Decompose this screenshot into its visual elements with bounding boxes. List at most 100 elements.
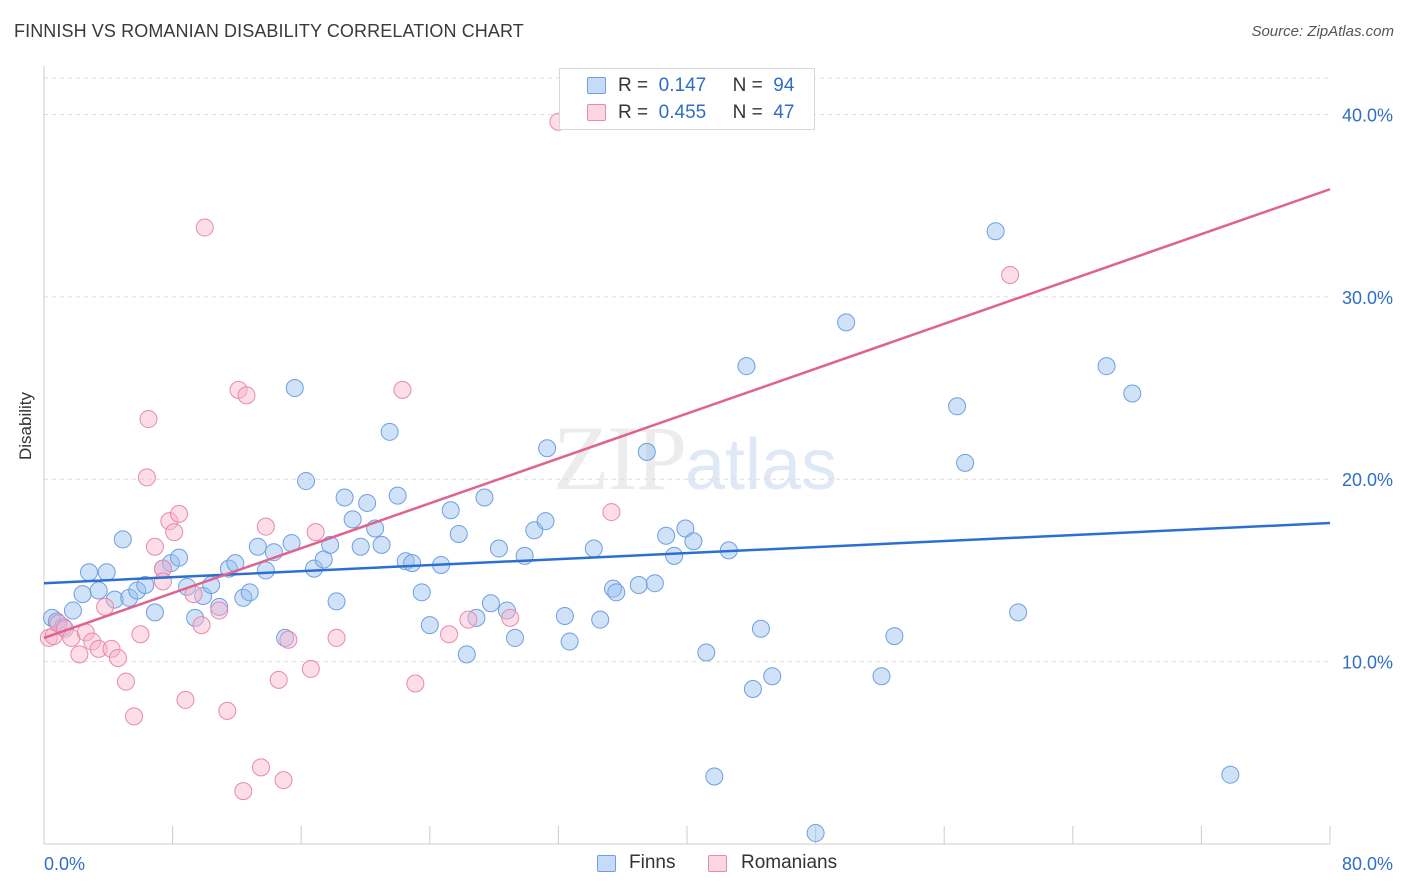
romanians-stats: R = 0.455 N = 47	[618, 102, 794, 124]
watermark-atlas: atlas	[685, 425, 838, 505]
finns-point	[885, 627, 904, 646]
romanians-r-label: R =	[618, 102, 649, 123]
romanians-point	[116, 672, 135, 691]
finns-point	[806, 824, 825, 843]
finns-point	[743, 679, 762, 698]
finns-point	[351, 537, 370, 556]
romanians-point	[145, 537, 164, 556]
romanians-n-label: N =	[732, 102, 763, 123]
finns-point	[305, 559, 324, 578]
finns-n-label: N =	[732, 75, 763, 96]
romanians-swatch	[587, 104, 606, 121]
romanians-point	[137, 468, 156, 487]
finns-point	[1097, 357, 1116, 376]
finns-r-label: R =	[618, 75, 649, 96]
finns-point	[645, 574, 664, 593]
romanians-point	[459, 610, 478, 629]
finns-point	[684, 532, 703, 551]
finns-point	[751, 619, 770, 638]
romanians-point	[108, 648, 127, 667]
romanians-point	[256, 517, 275, 536]
finns-point	[89, 581, 108, 600]
finns-point	[412, 583, 431, 602]
romanians-point	[274, 771, 293, 790]
y-axis-label: Disability	[16, 391, 35, 460]
finns-point	[441, 501, 460, 520]
finns-point	[113, 530, 132, 549]
finns-point	[297, 472, 316, 491]
finns-swatch	[587, 77, 606, 94]
romanians-point	[1001, 265, 1020, 284]
romanians-legend-label: Romanians	[741, 852, 838, 873]
romanians-point	[218, 701, 237, 720]
romanians-point	[306, 523, 325, 542]
finns-point	[248, 537, 267, 556]
finns-point	[63, 601, 82, 620]
finns-point	[657, 526, 676, 545]
romanians-point	[139, 410, 158, 429]
finns-legend-label: Finns	[629, 852, 676, 873]
romanians-point	[89, 639, 108, 658]
romanians-point	[269, 670, 288, 689]
finns-point	[80, 563, 99, 582]
romanians-point	[406, 674, 425, 693]
finns-point	[420, 616, 439, 635]
romanians-point	[192, 616, 211, 635]
romanians-point	[176, 690, 195, 709]
romanians-point	[131, 625, 150, 644]
finns-point	[97, 563, 116, 582]
finns-point	[591, 610, 610, 629]
finns-point	[555, 607, 574, 626]
chart-title: FINNISH VS ROMANIAN DISABILITY CORRELATI…	[14, 21, 524, 41]
finns-point	[380, 422, 399, 441]
finns-point	[665, 546, 684, 565]
finns-point	[629, 576, 648, 595]
finns-point	[358, 493, 377, 512]
finns-point	[372, 535, 391, 554]
finns-point	[763, 667, 782, 686]
romanians-point	[301, 659, 320, 678]
finns-point	[872, 667, 891, 686]
finns-point	[276, 628, 295, 647]
romanians-point	[602, 503, 621, 522]
finns-point	[837, 313, 856, 332]
romanians-point	[83, 632, 102, 651]
finns-point	[481, 594, 500, 613]
finns-point	[285, 379, 304, 398]
finns-point	[536, 512, 555, 531]
romanians-point	[102, 639, 121, 658]
romanians-point	[96, 597, 115, 616]
romanians-point	[153, 572, 172, 591]
finns-point	[986, 222, 1005, 241]
romanians-point	[279, 630, 298, 649]
correlation-legend: R = 0.147 N = 94 R = 0.455 N = 47	[559, 68, 815, 130]
finns-point	[956, 453, 975, 472]
x-tick-label-min: 0.0%	[44, 854, 85, 874]
y-tick-label: 20.0%	[1342, 470, 1393, 490]
finns-point	[145, 603, 164, 622]
finns-point	[1009, 603, 1028, 622]
romanians-point	[501, 608, 520, 627]
romanians-point	[195, 218, 214, 237]
romanians-point	[70, 645, 89, 664]
romanians-point	[165, 523, 184, 542]
finns-point	[607, 583, 626, 602]
romanians-n-value: 47	[773, 102, 795, 123]
romanians-point	[125, 707, 144, 726]
finns-point	[505, 628, 524, 647]
romanians-trend-line	[43, 188, 1331, 640]
watermark-zip: ZIP	[553, 407, 687, 509]
finns-trend-line	[43, 521, 1331, 585]
romanians-point	[210, 601, 229, 620]
romanians-r-value: 0.455	[658, 102, 707, 123]
finns-point	[327, 592, 346, 611]
finns-point	[604, 579, 623, 598]
x-tick-label-max: 80.0%	[1342, 854, 1393, 874]
watermark: ZIPatlas	[553, 405, 837, 511]
finns-stats: R = 0.147 N = 94	[618, 75, 794, 97]
finns-point	[737, 357, 756, 376]
finns-point	[343, 510, 362, 529]
finns-point	[388, 486, 407, 505]
romanians-point	[160, 512, 179, 531]
